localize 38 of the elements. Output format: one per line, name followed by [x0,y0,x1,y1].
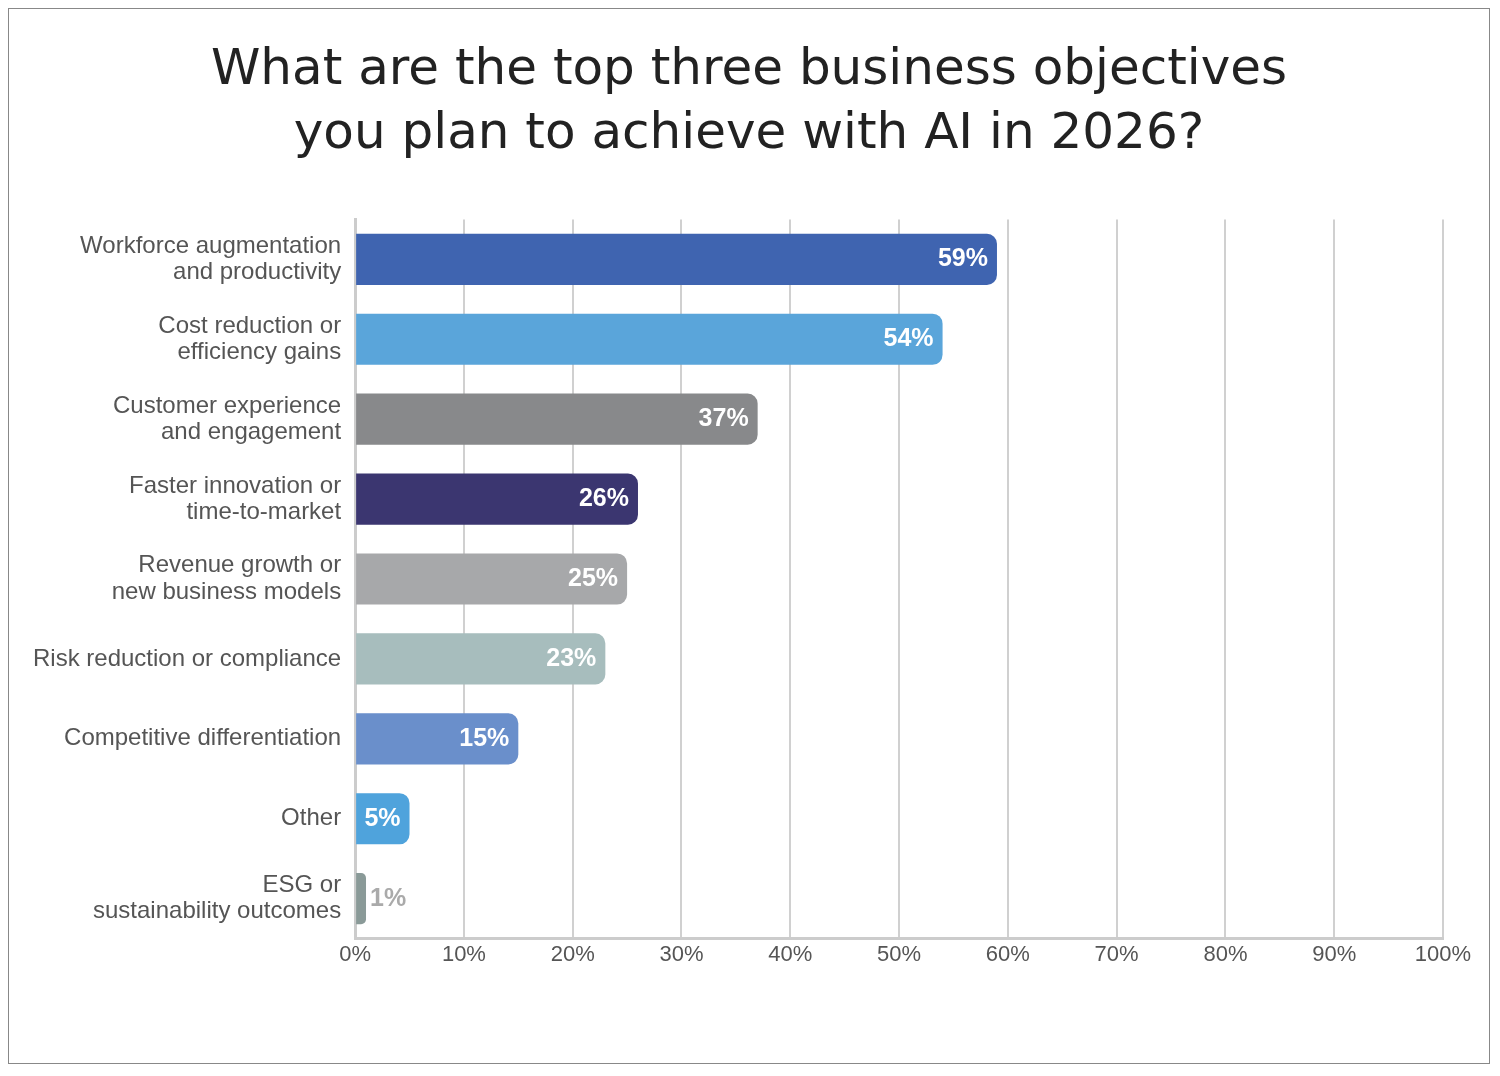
data-label: 23% [546,642,597,671]
bar [356,713,519,765]
x-tick-label: 0% [339,940,372,966]
y-tick-label: Revenue growth or new business models [111,550,342,604]
data-label: 26% [578,482,629,511]
data-label: 59% [937,243,988,272]
bar [356,873,367,925]
x-tick-label: 20% [550,940,595,966]
x-tick-label: 10% [441,940,486,966]
data-label: 54% [883,323,934,352]
y-tick-label: ESG or sustainability outcomes [93,870,342,924]
x-tick-label: 30% [659,940,704,966]
bar [356,233,997,285]
x-tick-label: 70% [1094,940,1139,966]
bar [356,553,628,605]
data-label: 5% [364,802,401,831]
data-label: 25% [568,562,619,591]
y-tick-label: Workforce augmentation and productivity [80,230,342,285]
y-tick-label: Cost reduction or efficiency gains [158,310,342,365]
y-tick-label: Risk reduction or compliance [32,643,342,671]
y-tick-label: Other [281,803,342,831]
bar [356,633,606,685]
chart-title: What are the top three business objectives you plan to achieve with AI in 2026? [209,37,1289,162]
y-tick-label: Customer experience and engagement [113,390,342,444]
x-tick-label: 40% [768,940,813,966]
data-label: 37% [698,403,749,432]
data-label: 15% [459,722,510,751]
x-tick-label: 90% [1312,940,1357,966]
x-tick-label: 60% [985,940,1030,966]
x-tick-label: 80% [1203,940,1248,966]
bar [356,313,943,365]
bar [356,393,758,445]
bar [356,473,638,525]
data-label: 1% [370,882,407,911]
y-tick-label: Competitive differentiation [64,723,342,751]
y-tick-label: Faster innovation or time-to-market [129,470,342,524]
x-tick-label: 50% [877,940,922,966]
x-tick-label: 100% [1414,940,1472,966]
